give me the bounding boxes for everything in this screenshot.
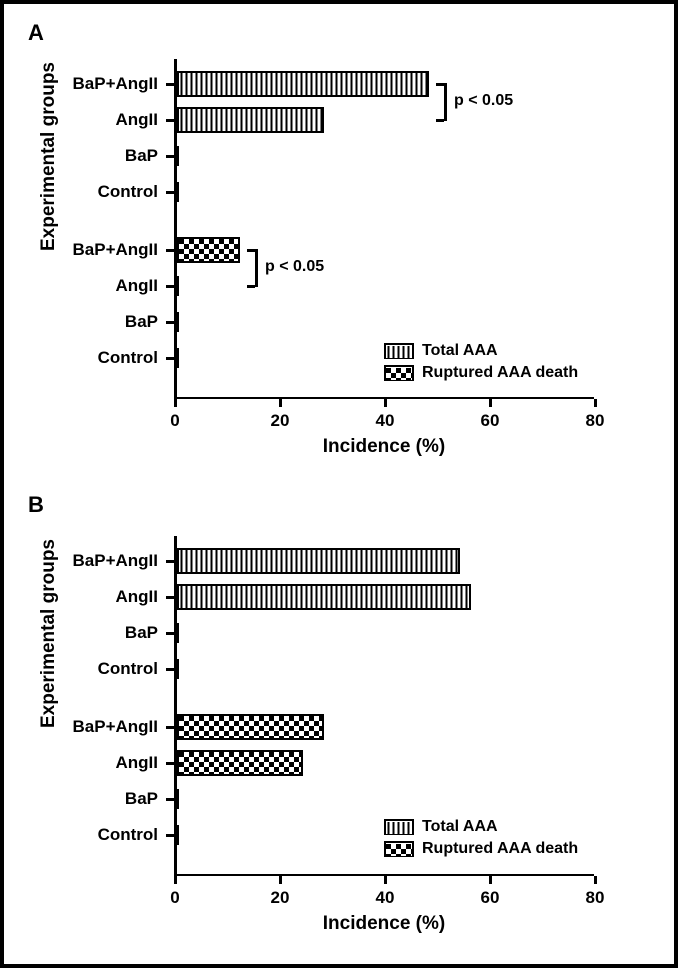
ytick-label: Control bbox=[98, 182, 158, 202]
ytick-label: AngII bbox=[116, 587, 159, 607]
legend-swatch-checker-icon bbox=[384, 365, 414, 381]
ytick-label: BaP+AngII bbox=[73, 717, 159, 737]
panel-a-xlabel: Incidence (%) bbox=[323, 436, 445, 458]
ytick bbox=[166, 285, 174, 288]
ytick bbox=[166, 762, 174, 765]
ytick-label: BaP bbox=[125, 789, 158, 809]
ytick bbox=[166, 191, 174, 194]
ytick bbox=[166, 119, 174, 122]
ytick-label: Control bbox=[98, 659, 158, 679]
panel-b-xlabel: Incidence (%) bbox=[323, 913, 445, 935]
ytick bbox=[166, 798, 174, 801]
ytick-label: BaP bbox=[125, 623, 158, 643]
legend-label: Total AAA bbox=[422, 818, 498, 836]
ytick-label: AngII bbox=[116, 753, 159, 773]
ytick-label: BaP+AngII bbox=[73, 74, 159, 94]
ytick bbox=[166, 155, 174, 158]
ytick-label: BaP bbox=[125, 312, 158, 332]
ytick-label: Control bbox=[98, 348, 158, 368]
legend-swatch-vbars-icon bbox=[384, 343, 414, 359]
panel-b-ylabel: Experimental groups bbox=[38, 539, 60, 728]
ytick bbox=[166, 668, 174, 671]
ytick bbox=[166, 596, 174, 599]
legend-label: Ruptured AAA death bbox=[422, 840, 578, 858]
panel-b-legend-item-ruptured: Ruptured AAA death bbox=[384, 840, 578, 858]
panel-b-legend: Total AAA Ruptured AAA death bbox=[384, 818, 578, 862]
ytick bbox=[166, 560, 174, 563]
legend-swatch-checker-icon bbox=[384, 841, 414, 857]
ytick-label-layer: BaP+AngII AngII BaP Control BaP+AngII AngII Ba… bbox=[4, 488, 674, 968]
ytick bbox=[166, 357, 174, 360]
ytick bbox=[166, 321, 174, 324]
ytick bbox=[166, 834, 174, 837]
ytick-label: BaP+AngII bbox=[73, 551, 159, 571]
panel-b-legend-item-total: Total AAA bbox=[384, 818, 578, 836]
panel-a-legend-item-total: Total AAA bbox=[384, 342, 578, 360]
ytick-label: AngII bbox=[116, 276, 159, 296]
ytick-label: AngII bbox=[116, 110, 159, 130]
ytick-label: BaP bbox=[125, 146, 158, 166]
panel-a-legend-item-ruptured: Ruptured AAA death bbox=[384, 364, 578, 382]
ytick-label: BaP+AngII bbox=[73, 240, 159, 260]
panel-a-ylabel: Experimental groups bbox=[38, 62, 60, 251]
ytick-label-layer: BaP+AngII AngII BaP Control BaP+AngII AngII Ba… bbox=[4, 4, 674, 488]
legend-label: Total AAA bbox=[422, 342, 498, 360]
ytick bbox=[166, 83, 174, 86]
panel-a-legend: Total AAA Ruptured AAA death bbox=[384, 342, 578, 386]
ytick bbox=[166, 249, 174, 252]
figure-frame: A 020406080 p < 0.05p < 0.05 BaP+AngIIAn… bbox=[0, 0, 678, 968]
ytick bbox=[166, 632, 174, 635]
legend-swatch-vbars-icon bbox=[384, 819, 414, 835]
ytick-label: Control bbox=[98, 825, 158, 845]
panel-b: B 020406080 BaP+AngIIAngIIBaPControlBaP+… bbox=[4, 488, 674, 968]
panel-a: A 020406080 p < 0.05p < 0.05 BaP+AngIIAn… bbox=[4, 4, 674, 488]
legend-label: Ruptured AAA death bbox=[422, 364, 578, 382]
ytick bbox=[166, 726, 174, 729]
